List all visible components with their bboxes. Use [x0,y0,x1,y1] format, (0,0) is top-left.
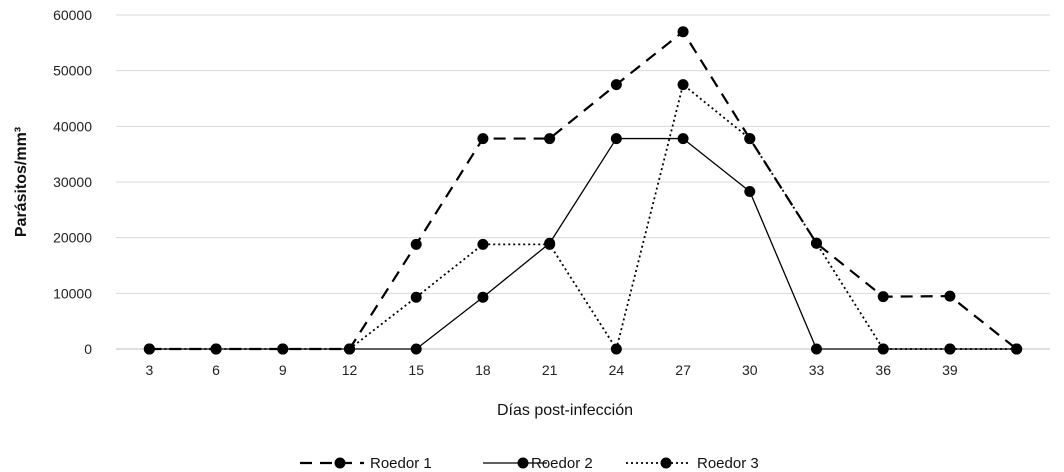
y-tick-label: 0 [84,341,92,357]
x-tick-label: 36 [875,362,891,378]
data-point [678,79,689,90]
legend-item-3: Roedor 3 [626,455,759,472]
x-tick-label: 15 [408,362,424,378]
x-tick-labels: 3 6 9 12 15 18 21 24 27 30 33 36 39 [145,362,957,378]
data-point [411,239,422,250]
y-axis-title: Parásitos/mm³ [13,127,30,237]
data-point [944,291,955,302]
x-tick-label: 9 [279,362,287,378]
data-point [411,292,422,303]
data-point [811,238,822,249]
legend-marker [335,458,346,469]
legend-label: Roedor 3 [697,455,759,472]
legend-marker [661,458,672,469]
data-point [1011,344,1022,355]
y-tick-labels: 0 10000 20000 30000 40000 50000 60000 [53,7,92,357]
data-point [744,133,755,144]
data-point [544,239,555,250]
data-point [678,26,689,37]
x-tick-label: 18 [475,362,491,378]
x-tick-label: 30 [742,362,758,378]
data-point [611,344,622,355]
data-point [611,79,622,90]
y-tick-label: 40000 [53,118,92,134]
data-point [744,186,755,197]
x-tick-label: 27 [675,362,691,378]
data-point [344,344,355,355]
x-tick-label: 21 [542,362,558,378]
data-point [878,344,889,355]
legend-label: Roedor 1 [370,455,432,472]
y-tick-label: 50000 [53,63,92,79]
series-line [149,85,1016,349]
data-point [477,292,488,303]
legend-item-2: Roedor 2 [483,455,593,472]
y-tick-label: 10000 [53,285,92,301]
y-tick-label: 60000 [53,7,92,23]
data-point [544,133,555,144]
x-tick-label: 12 [342,362,358,378]
series-line [149,139,1016,349]
x-tick-label: 6 [212,362,220,378]
series-2 [144,133,1022,354]
data-point [811,344,822,355]
grid-lines [116,15,1050,349]
series-3 [144,79,1022,354]
data-point [678,133,689,144]
data-point [944,344,955,355]
data-point [611,133,622,144]
x-tick-label: 33 [809,362,825,378]
data-point [878,291,889,302]
y-tick-label: 20000 [53,230,92,246]
legend-label: Roedor 2 [531,455,593,472]
x-tick-label: 3 [145,362,153,378]
x-axis-title: Días post-infección [497,402,633,419]
data-point [211,344,222,355]
data-point [477,239,488,250]
data-point [144,344,155,355]
data-point [477,133,488,144]
data-point [277,344,288,355]
data-point [411,344,422,355]
legend-item-1: Roedor 1 [300,455,432,472]
legend: Roedor 1 Roedor 2 Roedor 3 [300,455,759,472]
x-tick-label: 24 [609,362,625,378]
series-group [144,26,1022,354]
legend-marker [518,458,529,469]
y-tick-label: 30000 [53,174,92,190]
x-tick-label: 39 [942,362,958,378]
